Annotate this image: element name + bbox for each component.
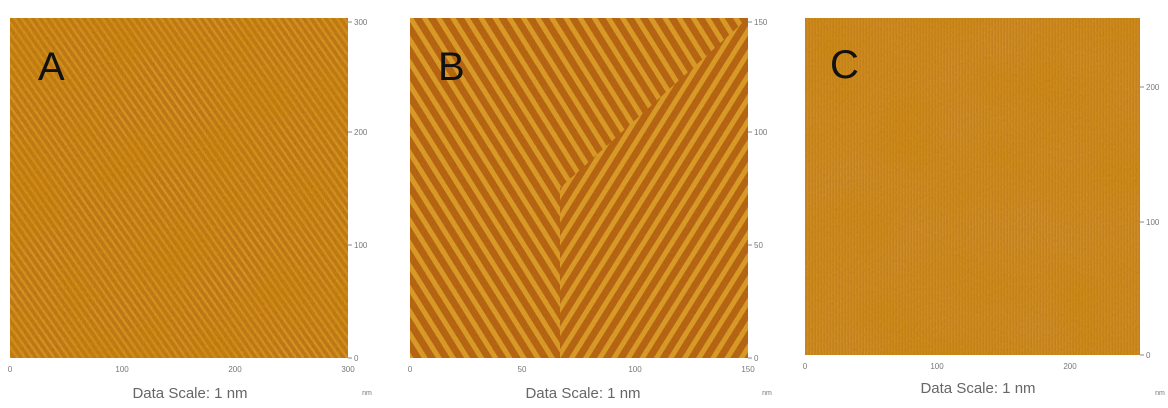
- y-tick-label: 0: [1146, 351, 1151, 360]
- image-a: [10, 18, 348, 358]
- unit-label: nm: [362, 390, 372, 397]
- panel-label: A: [38, 45, 65, 89]
- y-tick-label: 100: [1146, 218, 1160, 227]
- caption: Data Scale: 1 nm: [525, 385, 640, 402]
- y-tick-label: 0: [754, 354, 759, 363]
- unit-label: nm: [1155, 390, 1165, 397]
- panel-label: B: [438, 45, 465, 89]
- y-tick-label: 200: [1146, 83, 1160, 92]
- x-tick-label: 100: [115, 365, 129, 374]
- y-tick-label: 0: [354, 354, 359, 363]
- caption: Data Scale: 1 nm: [920, 380, 1035, 397]
- x-tick-label: 100: [930, 362, 944, 371]
- x-tick-label: 150: [741, 365, 755, 374]
- x-tick-label: 200: [228, 365, 242, 374]
- y-tick-label: 300: [354, 18, 368, 27]
- x-tick-label: 200: [1063, 362, 1077, 371]
- x-tick-label: 50: [518, 365, 527, 374]
- x-tick-label: 0: [408, 365, 413, 374]
- y-tick-label: 50: [754, 241, 763, 250]
- y-tick-label: 100: [754, 128, 768, 137]
- image-c: [805, 18, 1140, 355]
- x-tick-label: 300: [341, 365, 355, 374]
- y-tick-label: 200: [354, 128, 368, 137]
- panel-label: C: [830, 43, 859, 87]
- caption: Data Scale: 1 nm: [132, 385, 247, 402]
- x-tick-label: 100: [628, 365, 642, 374]
- y-tick-label: 100: [354, 241, 368, 250]
- unit-label: nm: [762, 390, 772, 397]
- x-tick-label: 0: [8, 365, 13, 374]
- x-tick-label: 0: [803, 362, 808, 371]
- image-b: [410, 18, 748, 358]
- y-tick-label: 150: [754, 18, 768, 27]
